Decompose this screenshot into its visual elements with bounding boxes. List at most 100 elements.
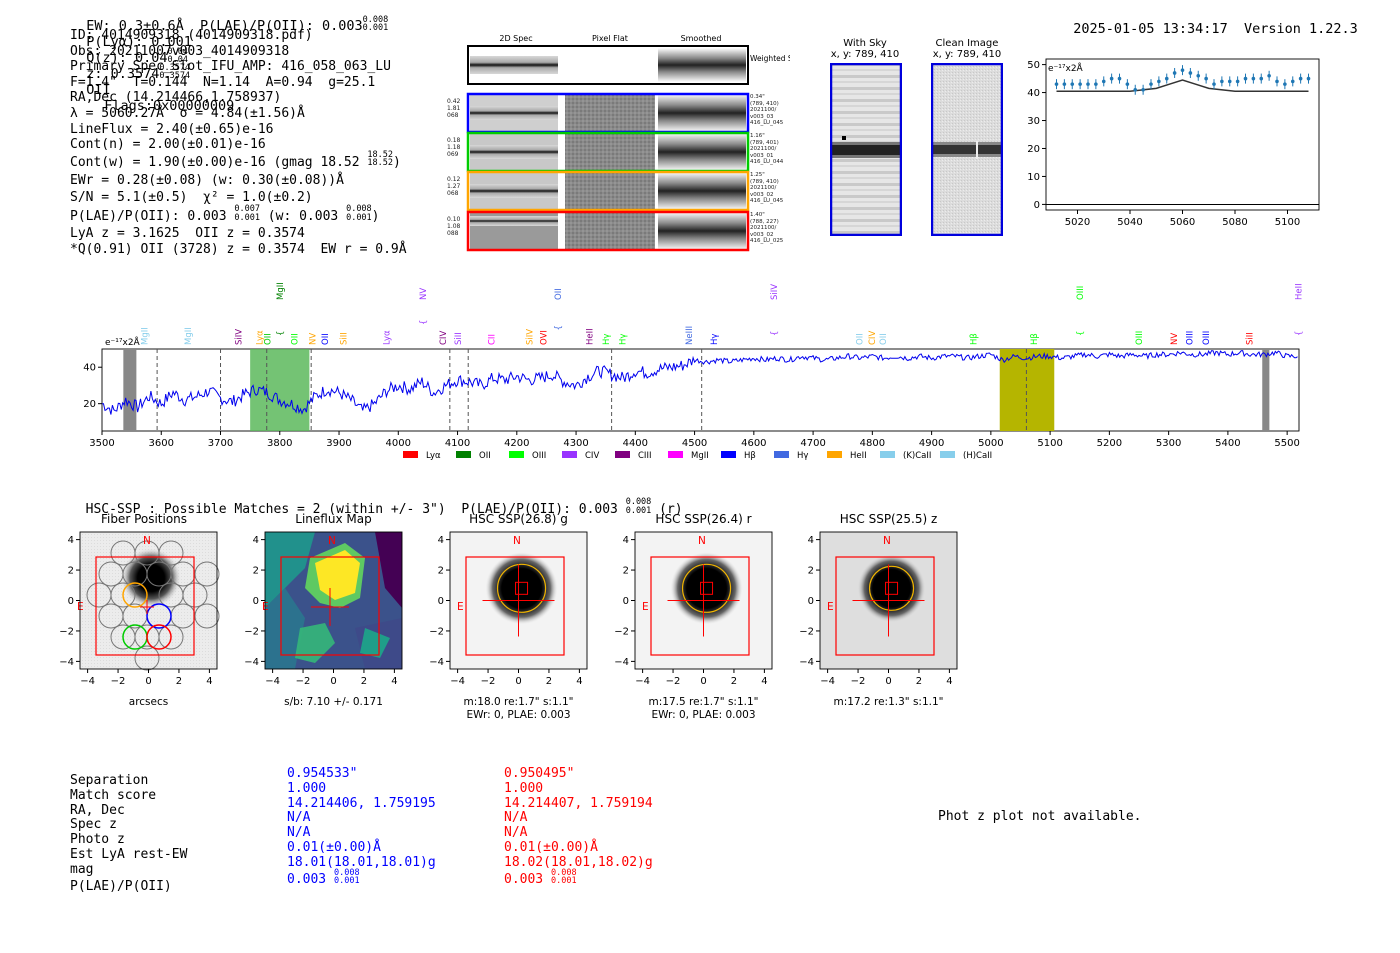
hsc-axis-2: 4 2 0 −2 −4 −4 −2 0 2 4 (429, 535, 582, 687)
stamp-row-4-right: 1.40" (788, 227) 2021100/v003_02 416_LU_025 (750, 212, 784, 245)
line-label-23: SiIV { (770, 284, 780, 336)
hsc-xtick-label-0-3: 2 (176, 676, 182, 687)
hsc-box-4 (835, 556, 935, 656)
header-summary: EW: 0.3±0.6Å P(LAE)/P(OII): 0.003 0.008 0.… (70, 2, 388, 114)
header-version: Version 1.22.3 (1243, 21, 1358, 37)
line-label-text-11: NV (419, 288, 429, 300)
legend-label-2: OIII (532, 451, 546, 461)
match-col-1: 0.954533" 1.000 14.214406, 1.759195 N/A … (287, 766, 436, 889)
hsc-center-box-2 (515, 581, 529, 595)
stamp-col-pixelflat: Pixel Flat (592, 34, 628, 43)
main-xtick-label-14: 4900 (919, 438, 944, 449)
info-contw: Cont(w) = 1.90(±0.00)e-16 (gmag 18.52 18… (70, 149, 401, 170)
legend-swatch-7 (774, 451, 789, 458)
line-label-11: NV { (419, 288, 429, 325)
zoom-ytick-label-3: 20 (1027, 144, 1040, 155)
hsc-z-svg: N E 4 2 0 −2 −4 −4 −2 0 2 4 (799, 531, 958, 687)
main-ytick-label-0: 40 (83, 363, 96, 374)
hsc-z-sub: m:17.2 re:1.3" s:1.1" (833, 696, 944, 708)
header-flags: Flags:0x00000009 (104, 98, 235, 114)
info-lya-z: LyA z = 3.1625 OII z = 0.3574 (70, 226, 305, 242)
line-label-brace-29: { (1076, 331, 1086, 336)
label-radec: RA, Dec (70, 802, 125, 818)
main-xtick-label-18: 5300 (1156, 438, 1181, 449)
zoom-point-27 (1267, 73, 1271, 78)
hsc-ytick-label-1-4: −4 (244, 657, 259, 668)
info-lambda: λ = 5060.27Å σ = 4.84(±1.56)Å (70, 105, 305, 121)
line-label-text-12: CIV (439, 331, 449, 345)
line-label-text-32: OIII (1186, 331, 1196, 345)
legend-label-6: Hβ (744, 451, 756, 461)
line-label-brace-5: { (276, 331, 286, 336)
hsc-compass-e-2: E (457, 601, 464, 613)
zoom-point-16 (1180, 68, 1185, 72)
col1-mag: 18.01(18.01,18.01)g (287, 854, 436, 870)
stamp-row-1 (466, 92, 750, 134)
zoom-chart-frame (1045, 58, 1320, 211)
legend-label-9: (K)CaII (903, 451, 931, 461)
hsc-compass-n-4: N (883, 535, 891, 547)
line-label-17: OII { (554, 288, 564, 330)
hsc-g-sub: m:18.0 re:1.7" s:1.1" EWr: 0, PLAE: 0.003 (463, 696, 574, 721)
zoom-chart: e⁻¹⁷x2Å 50 40 30 20 10 0 5020 5040 5060 5080 5100 (1020, 55, 1320, 244)
info-primary-spec: Primary Spec_Slot_IFU_AMP: 416_058_063_L… (70, 59, 391, 75)
line-label-text-22: Hγ (710, 334, 720, 345)
hsc-panel-fiber-title: Fiber Positions (100, 512, 188, 526)
legend-swatch-9 (880, 451, 895, 458)
stamp-row-2-right: 1.16" (789, 401) 2021100/v003_01 416_LU_044 (750, 133, 784, 166)
col2-photo-z: N/A (504, 825, 528, 841)
legend-swatch-0 (403, 451, 418, 458)
hsc-axis-3: 4 2 0 −2 −4 −4 −2 0 2 4 (614, 535, 767, 687)
legend-swatch-2 (509, 451, 524, 458)
hsc-xtick-label-4-4: 4 (946, 676, 952, 687)
hsc-title-frac: 0.008 0.001 (625, 497, 652, 516)
col2-radec: 14.214407, 1.759194 (504, 795, 653, 811)
hsc-g-svg: N E 4 2 0 −2 −4 −4 −2 0 2 4 (429, 531, 588, 687)
label-photo-z: Photo z (70, 832, 125, 848)
info-fwhm: F=1.4" T=0.144 N=1.14 A=0.94 g=25.1 (70, 74, 376, 90)
line-label-text-8: OII (321, 333, 331, 345)
legend-label-5: MgII (691, 451, 709, 461)
zoom-point-1 (1062, 82, 1067, 86)
hsc-xtick-label-0-1: −2 (111, 676, 126, 687)
hsc-compass-e-3: E (642, 601, 649, 613)
stamp-col-2dspec: 2D Spec (499, 34, 532, 43)
main-xtick-label-16: 5100 (1037, 438, 1062, 449)
hsc-ytick-label-1-1: 2 (253, 566, 259, 577)
legend-swatch-4 (615, 451, 630, 458)
stamp-row-2-left: 0.18 1.18 069 (447, 137, 461, 158)
stamp-col-smoothed: Smoothed (681, 34, 722, 43)
hsc-ytick-label-3-2: 0 (623, 596, 629, 607)
main-xticks: 3500 3600 3700 3800 3900 4000 4100 4200 4300 4400… (89, 431, 1300, 449)
hsc-ytick-label-3-3: −2 (614, 626, 629, 637)
stamp-row-2 (466, 131, 750, 173)
hsc-center-box-3 (700, 581, 714, 595)
zoom-xticks: 5020 5040 5060 5080 5100 (1065, 210, 1300, 228)
info-radec: RA,Dec (14.214466,1.758937) (70, 90, 282, 106)
hsc-panel-r-title: HSC SSP(26.4) r (655, 512, 752, 526)
hsc-panel-g-title: HSC SSP(26.8) g (469, 512, 568, 526)
header-qz: Q(z): 0.04 (86, 50, 168, 66)
stamps-panel: 2D Spec Pixel Flat Smoothed Weighted Sum (440, 30, 805, 260)
hsc-compass-n-2: N (513, 535, 521, 547)
zoom-point-13 (1157, 79, 1161, 84)
header-z-frac: 0.3574 0.3574 (159, 62, 191, 81)
main-xtick-label-15: 5000 (978, 438, 1003, 449)
col2-est-lya: 0.01(±0.00)Å (504, 839, 598, 855)
header-line: OII (86, 82, 111, 98)
legend-swatch-1 (456, 451, 471, 458)
stamp-row-3-right: 1.25" (789, 410) 2021100/v003_02 416_LU_045 (750, 172, 784, 205)
hsc-ytick-label-2-3: −2 (429, 626, 444, 637)
zoom-model-path (1056, 79, 1309, 92)
line-label-text-17: OII (554, 288, 564, 300)
hsc-source-2 (485, 552, 558, 625)
header-qz-frac: 0.04 0.04 (167, 46, 189, 65)
col2-plae: 0.003 0.008 0.001 (504, 867, 577, 887)
match-labels: Separation Match score RA, Dec Spec z Ph… (70, 773, 187, 896)
line-label-text-9: SiII (339, 332, 349, 345)
hsc-xtick-label-2-2: 0 (515, 676, 521, 687)
line-label-text-4: OII (264, 333, 274, 345)
hsc-panels: Fiber Positions (40, 512, 980, 727)
zoom-point-31 (1298, 76, 1303, 81)
